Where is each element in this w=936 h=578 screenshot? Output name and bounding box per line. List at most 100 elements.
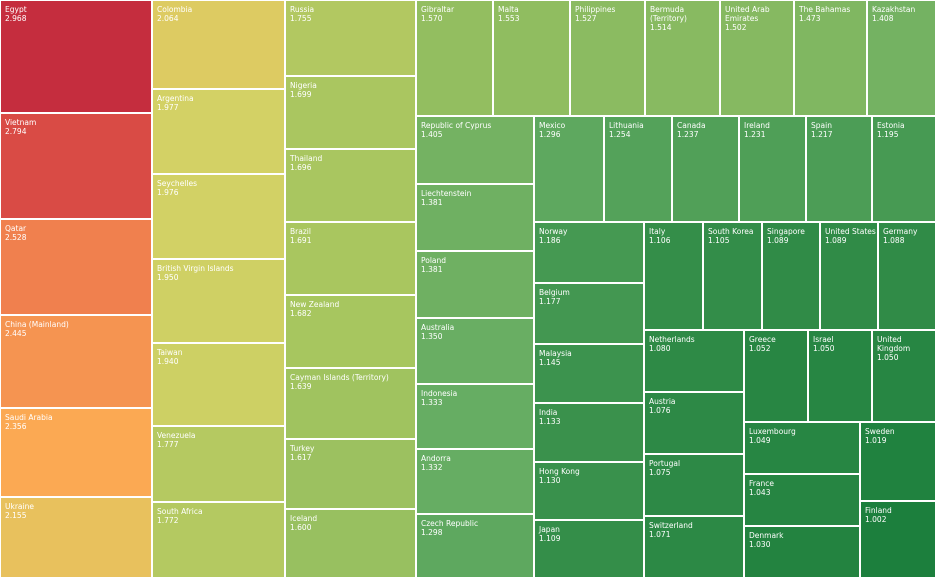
treemap-cell-united-kingdom[interactable]: United Kingdom 1.050 [872,330,936,422]
cell-value: 1.050 [813,344,835,353]
treemap-cell-iceland[interactable]: Iceland 1.600 [285,509,416,578]
cell-label: Sweden [865,427,895,436]
cell-value: 1.106 [649,236,671,245]
treemap-cell-philippines[interactable]: Philippines 1.527 [570,0,645,116]
cell-value: 1.405 [421,130,443,139]
cell-value: 1.186 [539,236,561,245]
treemap-cell-japan[interactable]: Japan 1.109 [534,520,644,578]
treemap-cell-turkey[interactable]: Turkey 1.617 [285,439,416,509]
treemap-cell-netherlands[interactable]: Netherlands 1.080 [644,330,744,392]
treemap-cell-india[interactable]: India 1.133 [534,403,644,462]
treemap-cell-new-zealand[interactable]: New Zealand 1.682 [285,295,416,368]
treemap-cell-vietnam[interactable]: Vietnam 2.794 [0,113,152,219]
treemap-cell-saudi-arabia[interactable]: Saudi Arabia 2.356 [0,408,152,497]
treemap-cell-mexico[interactable]: Mexico 1.296 [534,116,604,222]
cell-value: 2.528 [5,233,27,242]
cell-label: Luxembourg [749,427,796,436]
cell-label: British Virgin Islands [157,264,234,273]
cell-label: Netherlands [649,335,695,344]
treemap-cell-ireland[interactable]: Ireland 1.231 [739,116,806,222]
cell-label: Portugal [649,459,681,468]
treemap-cell-denmark[interactable]: Denmark 1.030 [744,526,860,578]
treemap-cell-belgium[interactable]: Belgium 1.177 [534,283,644,344]
treemap-cell-south-korea[interactable]: South Korea 1.105 [703,222,762,330]
cell-label: Cayman Islands (Territory) [290,373,389,382]
cell-label: Turkey [290,444,315,453]
treemap-cell-british-virgin-islands[interactable]: British Virgin Islands 1.950 [152,259,285,343]
treemap-cell-portugal[interactable]: Portugal 1.075 [644,454,744,516]
treemap-cell-south-africa[interactable]: South Africa 1.772 [152,502,285,578]
treemap-cell-singapore[interactable]: Singapore 1.089 [762,222,820,330]
cell-label: Egypt [5,5,27,14]
treemap-cell-thailand[interactable]: Thailand 1.696 [285,149,416,222]
cell-value: 1.617 [290,453,312,462]
treemap-cell-canada[interactable]: Canada 1.237 [672,116,739,222]
cell-label: Australia [421,323,455,332]
treemap-cell-spain[interactable]: Spain 1.217 [806,116,872,222]
cell-label: South Africa [157,507,203,516]
treemap-cell-norway[interactable]: Norway 1.186 [534,222,644,283]
treemap-cell-ukraine[interactable]: Ukraine 2.155 [0,497,152,578]
treemap-cell-israel[interactable]: Israel 1.050 [808,330,872,422]
treemap-cell-cayman-islands-territory[interactable]: Cayman Islands (Territory) 1.639 [285,368,416,439]
treemap-cell-the-bahamas[interactable]: The Bahamas 1.473 [794,0,867,116]
treemap-cell-malta[interactable]: Malta 1.553 [493,0,570,116]
treemap-cell-gibraltar[interactable]: Gibraltar 1.570 [416,0,493,116]
treemap-cell-austria[interactable]: Austria 1.076 [644,392,744,454]
cell-value: 1.600 [290,523,312,532]
treemap-cell-indonesia[interactable]: Indonesia 1.333 [416,384,534,449]
treemap-cell-venezuela[interactable]: Venezuela 1.777 [152,426,285,502]
cell-label: Gibraltar [421,5,455,14]
treemap-cell-liechtenstein[interactable]: Liechtenstein 1.381 [416,184,534,251]
cell-value: 1.177 [539,297,561,306]
treemap-cell-malaysia[interactable]: Malaysia 1.145 [534,344,644,403]
cell-value: 1.772 [157,516,179,525]
treemap-cell-brazil[interactable]: Brazil 1.691 [285,222,416,295]
treemap-cell-andorra[interactable]: Andorra 1.332 [416,449,534,514]
cell-value: 2.968 [5,14,27,23]
cell-label: Republic of Cyprus [421,121,492,130]
cell-label: Iceland [290,514,318,523]
cell-label: Seychelles [157,179,197,188]
cell-label: New Zealand [290,300,340,309]
treemap-cell-germany[interactable]: Germany 1.088 [878,222,936,330]
treemap-cell-sweden[interactable]: Sweden 1.019 [860,422,936,501]
cell-label: United Arab Emirates [725,5,770,23]
treemap-cell-nigeria[interactable]: Nigeria 1.699 [285,76,416,149]
treemap-cell-colombia[interactable]: Colombia 2.064 [152,0,285,89]
treemap-cell-kazakhstan[interactable]: Kazakhstan 1.408 [867,0,936,116]
treemap-cell-china-mainland[interactable]: China (Mainland) 2.445 [0,315,152,408]
treemap-cell-taiwan[interactable]: Taiwan 1.940 [152,343,285,426]
treemap-cell-argentina[interactable]: Argentina 1.977 [152,89,285,174]
treemap-cell-australia[interactable]: Australia 1.350 [416,318,534,384]
treemap-cell-luxembourg[interactable]: Luxembourg 1.049 [744,422,860,474]
treemap-cell-switzerland[interactable]: Switzerland 1.071 [644,516,744,578]
cell-value: 1.408 [872,14,894,23]
cell-value: 1.043 [749,488,771,497]
treemap-cell-republic-of-cyprus[interactable]: Republic of Cyprus 1.405 [416,116,534,184]
treemap-cell-greece[interactable]: Greece 1.052 [744,330,808,422]
treemap-cell-hong-kong[interactable]: Hong Kong 1.130 [534,462,644,520]
cell-value: 2.155 [5,511,27,520]
treemap-cell-seychelles[interactable]: Seychelles 1.976 [152,174,285,259]
treemap-cell-lithuania[interactable]: Lithuania 1.254 [604,116,672,222]
treemap-cell-bermuda-territory[interactable]: Bermuda (Territory) 1.514 [645,0,720,116]
treemap-cell-france[interactable]: France 1.043 [744,474,860,526]
cell-label: Liechtenstein [421,189,472,198]
treemap-cell-poland[interactable]: Poland 1.381 [416,251,534,318]
treemap-cell-qatar[interactable]: Qatar 2.528 [0,219,152,315]
cell-value: 1.231 [744,130,766,139]
cell-label: India [539,408,558,417]
cell-value: 1.195 [877,130,899,139]
treemap-cell-russia[interactable]: Russia 1.755 [285,0,416,76]
cell-label: Brazil [290,227,311,236]
cell-label: Austria [649,397,676,406]
treemap-cell-finland[interactable]: Finland 1.002 [860,501,936,578]
treemap-cell-estonia[interactable]: Estonia 1.195 [872,116,936,222]
treemap-cell-united-states[interactable]: United States 1.089 [820,222,878,330]
treemap-cell-united-arab-emirates[interactable]: United Arab Emirates 1.502 [720,0,794,116]
treemap-cell-italy[interactable]: Italy 1.106 [644,222,703,330]
treemap-cell-czech-republic[interactable]: Czech Republic 1.298 [416,514,534,578]
treemap-cell-egypt[interactable]: Egypt 2.968 [0,0,152,113]
